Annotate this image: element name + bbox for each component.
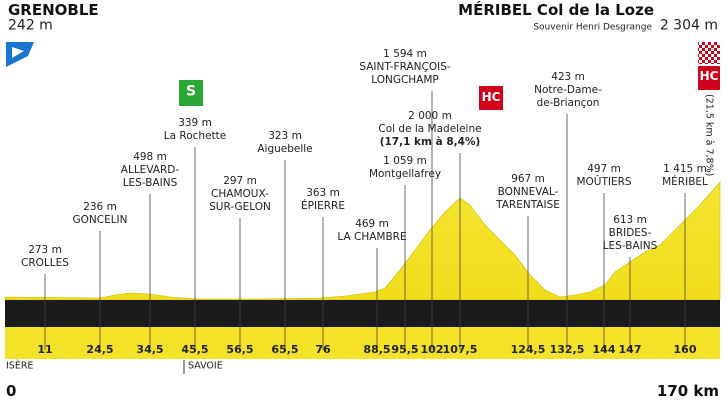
waypoint-name: LA CHAMBRE	[337, 231, 406, 243]
waypoint-altitude: 1 594 m	[383, 48, 427, 60]
waypoint-name: CROLLES	[21, 257, 69, 269]
waypoint-km: 102	[421, 343, 444, 356]
elevation-profile	[4, 181, 721, 301]
waypoint-km: 124,5	[511, 343, 546, 356]
waypoint-name: Aiguebelle	[257, 143, 312, 155]
start-altitude: 242 m	[8, 18, 53, 34]
waypoint-altitude: 497 m	[587, 163, 621, 175]
waypoint-altitude: 1 059 m	[383, 155, 427, 167]
waypoint-name: SUR-GELON	[209, 201, 271, 213]
finish-name: MÉRIBEL Col de la Loze	[458, 0, 654, 19]
region: ISÈRE	[6, 359, 33, 371]
distance-end: 170 km	[657, 382, 719, 400]
waypoint-name: LES-BAINS	[603, 240, 658, 252]
waypoint-km: 24,5	[86, 343, 113, 356]
waypoint-name: LONGCHAMP	[371, 74, 439, 86]
waypoint-name: de-Briançon	[537, 97, 600, 109]
start-arrow	[12, 47, 24, 58]
waypoint-altitude: 967 m	[511, 173, 545, 185]
waypoint-km: 88,5	[363, 343, 390, 356]
waypoint-altitude: 613 m	[613, 214, 647, 226]
waypoint-name: CHAMOUX-	[211, 188, 269, 200]
waypoint-name: (17,1 km à 8,4%)	[380, 136, 481, 148]
waypoint-name: ÉPIERRE	[301, 199, 345, 212]
waypoint-km: 95,5	[391, 343, 418, 356]
waypoint-altitude: 2 000 m	[408, 110, 452, 122]
waypoint-km: 132,5	[550, 343, 585, 356]
start-name: GRENOBLE	[8, 1, 99, 19]
start-icon	[6, 42, 34, 67]
waypoint-name: Montgellafrey	[369, 168, 441, 180]
waypoint-km: 107,5	[443, 343, 478, 356]
finish-subtitle: Souvenir Henri Desgrange	[533, 23, 652, 33]
waypoint-altitude: 498 m	[133, 151, 167, 163]
waypoint-altitude: 339 m	[178, 117, 212, 129]
waypoint-name: GONCELIN	[72, 214, 127, 226]
waypoint-name: TARENTAISE	[495, 199, 560, 211]
finish-climb: (21,5 km à 7,8%)	[704, 94, 715, 176]
road-band	[5, 300, 720, 327]
waypoint-km: 11	[37, 343, 52, 356]
region: SAVOIE	[188, 360, 223, 371]
finish-badge: HC	[700, 69, 719, 83]
waypoint-name: Col de la Madeleine	[378, 123, 481, 135]
waypoint-name: MÉRIBEL	[662, 175, 708, 188]
waypoint-altitude: 236 m	[83, 201, 117, 213]
waypoint-altitude: 323 m	[268, 130, 302, 142]
waypoint-km: 65,5	[271, 343, 298, 356]
waypoint-name: LES-BAINS	[123, 177, 178, 189]
waypoint-name: Notre-Dame-	[534, 84, 602, 96]
finish-altitude: 2 304 m	[660, 18, 718, 34]
waypoint-altitude: 297 m	[223, 175, 257, 187]
waypoint-km: 56,5	[226, 343, 253, 356]
waypoint-km: 160	[674, 343, 697, 356]
waypoint-name: MOÛTIERS	[576, 175, 631, 188]
waypoint-km: 34,5	[136, 343, 163, 356]
waypoint-km: 76	[315, 343, 331, 356]
sprint-badge-bg	[179, 80, 203, 106]
waypoint-km: 147	[619, 343, 642, 356]
waypoint-name: La Rochette	[164, 130, 226, 142]
waypoint-name: ALLEVARD-	[121, 164, 180, 176]
waypoint-km: 144	[593, 343, 616, 356]
km-band	[5, 327, 720, 359]
finish-badge-bg	[698, 66, 720, 90]
waypoint-km: 45,5	[181, 343, 208, 356]
waypoint-altitude: 273 m	[28, 244, 62, 256]
waypoint-name: SAINT-FRANÇOIS-	[359, 61, 451, 73]
sprint-badge: S	[186, 84, 196, 100]
distance-start: 0	[6, 382, 16, 400]
waypoint-name: BONNEVAL-	[498, 186, 559, 198]
finish-flag	[698, 42, 720, 64]
waypoint-altitude: 469 m	[355, 218, 389, 230]
climb-badge: HC	[482, 90, 501, 104]
climb-badge-bg	[479, 86, 503, 110]
waypoint-altitude: 1 415 m	[663, 163, 707, 175]
waypoint-name: BRIDES-	[609, 227, 652, 239]
waypoint-altitude: 423 m	[551, 71, 585, 83]
waypoint-altitude: 363 m	[306, 187, 340, 199]
